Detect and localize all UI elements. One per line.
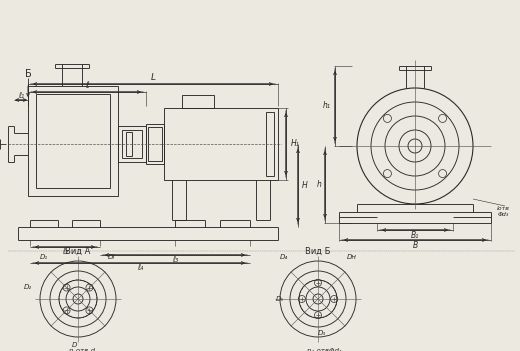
Text: ℓ: ℓ xyxy=(85,81,89,91)
Text: H: H xyxy=(302,181,308,190)
Bar xyxy=(266,112,274,176)
Bar xyxy=(146,124,164,164)
Text: ℓ₁: ℓ₁ xyxy=(18,91,24,99)
Text: D₂: D₂ xyxy=(24,284,32,290)
Text: h: h xyxy=(317,180,321,189)
Bar xyxy=(126,132,132,156)
Text: n₁ отвΦd₁: n₁ отвΦd₁ xyxy=(307,348,341,351)
Bar xyxy=(182,95,214,108)
Text: D₃: D₃ xyxy=(318,330,326,336)
Text: D: D xyxy=(71,342,76,348)
Text: D₁: D₁ xyxy=(40,254,48,260)
Bar xyxy=(36,94,110,188)
Text: Dн: Dн xyxy=(347,254,357,260)
Bar xyxy=(122,130,142,158)
Text: Φd₃: Φd₃ xyxy=(497,212,509,217)
Bar xyxy=(164,108,278,180)
Text: L: L xyxy=(150,73,155,82)
Text: lотв: lотв xyxy=(497,205,510,211)
Text: Dl: Dl xyxy=(108,254,115,260)
Text: D₅: D₅ xyxy=(276,296,284,302)
Text: Б: Б xyxy=(24,69,31,79)
Text: ℓ₂: ℓ₂ xyxy=(62,247,68,257)
Text: ℓ₃: ℓ₃ xyxy=(172,256,178,265)
Bar xyxy=(148,127,162,161)
Bar xyxy=(118,126,146,162)
Text: H₁: H₁ xyxy=(291,139,300,148)
Text: h₁: h₁ xyxy=(323,101,331,111)
Text: B: B xyxy=(412,240,418,250)
Text: B₁: B₁ xyxy=(411,231,419,239)
Text: n отв d: n отв d xyxy=(69,348,95,351)
Text: Вид Б: Вид Б xyxy=(305,246,331,256)
Text: ℓ₄: ℓ₄ xyxy=(137,264,143,272)
Text: Вид А: Вид А xyxy=(66,246,90,256)
Text: D₄: D₄ xyxy=(280,254,288,260)
Bar xyxy=(28,86,118,196)
